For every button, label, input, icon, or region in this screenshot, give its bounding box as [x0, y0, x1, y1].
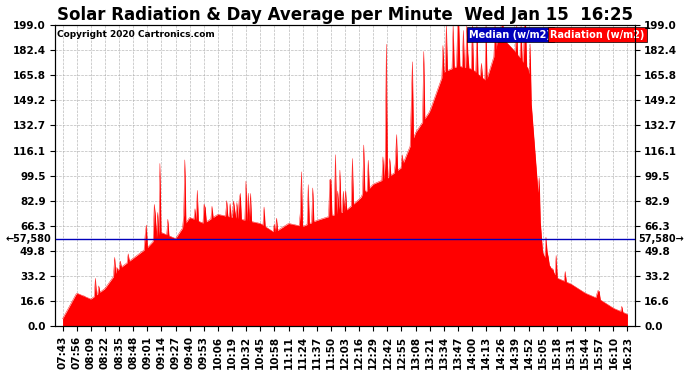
Text: Copyright 2020 Cartronics.com: Copyright 2020 Cartronics.com — [57, 30, 215, 39]
Text: 57,580→: 57,580→ — [639, 234, 684, 244]
Title: Solar Radiation & Day Average per Minute  Wed Jan 15  16:25: Solar Radiation & Day Average per Minute… — [57, 6, 633, 24]
Text: ←57,580: ←57,580 — [6, 234, 51, 244]
Text: Radiation (w/m2): Radiation (w/m2) — [550, 30, 644, 40]
Text: Median (w/m2): Median (w/m2) — [469, 30, 551, 40]
